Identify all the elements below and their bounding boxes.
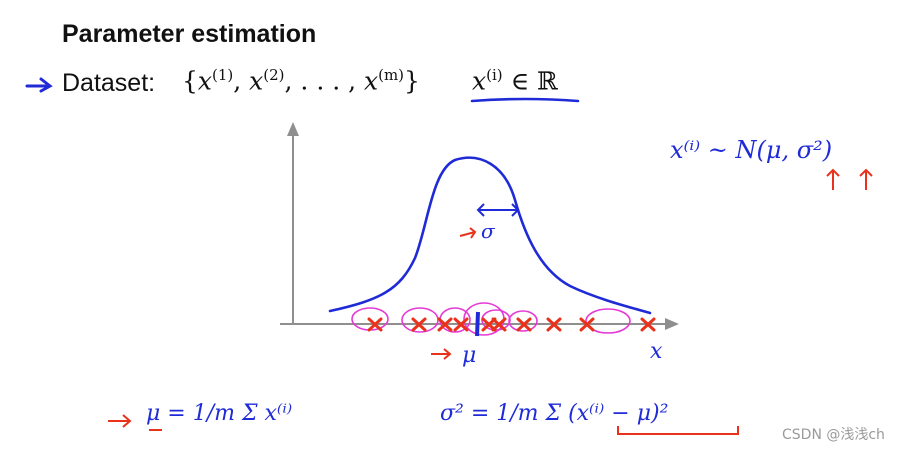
- dataset-set: {x(1), x(2), . . . , x(m)}: [182, 66, 420, 96]
- mu-formula: μ = 1/m Σ x⁽ⁱ⁾: [146, 401, 292, 426]
- data-points: [367, 317, 656, 332]
- x-axis-label: x: [650, 339, 663, 364]
- sigma-formula-underline: [617, 426, 739, 435]
- set-sup-2: (2): [263, 66, 285, 84]
- membership-underline: [470, 97, 580, 103]
- set-sup-m: (m): [378, 66, 405, 84]
- sigma-marker: σ: [481, 219, 496, 243]
- gaussian-curve: [328, 156, 652, 315]
- mu-pointer-arrow: [431, 348, 452, 360]
- mu-formula-arrow: [108, 414, 132, 428]
- data-point: [516, 317, 532, 332]
- data-point: [640, 317, 656, 332]
- data-point: [437, 317, 453, 332]
- watermark: CSDN @浅浅ch: [782, 427, 885, 443]
- set-x2: x: [249, 66, 264, 96]
- sigma-pointer-arrow: [459, 227, 477, 239]
- membership-x: x: [472, 66, 487, 96]
- y-axis-arrowhead: [287, 122, 299, 136]
- data-point-circles: [351, 302, 631, 336]
- membership-formula: x(i) ∈ ℝ: [472, 66, 558, 95]
- data-point: [453, 317, 469, 332]
- data-point: [579, 317, 595, 332]
- membership-sup: (i): [486, 66, 503, 84]
- x-axis-arrowhead: [665, 318, 679, 330]
- data-point: [411, 317, 427, 332]
- membership-relation: ∈ ℝ: [502, 66, 558, 96]
- set-close-brace: }: [404, 66, 420, 96]
- arrow-icon: [25, 77, 53, 93]
- sigma-width-arrow: [476, 203, 520, 217]
- set-xm: x: [364, 66, 379, 96]
- parameter-arrows: [826, 168, 873, 190]
- set-open-brace: {: [182, 66, 198, 96]
- data-point: [491, 317, 507, 332]
- slide-title: Parameter estimation: [62, 20, 317, 48]
- set-ellipsis: , . . . ,: [284, 66, 364, 96]
- sigma-formula: σ² = 1/m Σ (x⁽ⁱ⁾ − μ)²: [440, 401, 668, 426]
- dataset-label: Dataset:: [62, 69, 156, 97]
- axes: [280, 122, 679, 330]
- mu-marker: μ: [462, 343, 476, 368]
- data-point: [367, 317, 383, 332]
- mean-mark: [475, 311, 480, 337]
- data-point: [546, 317, 562, 332]
- set-sup-1: (1): [212, 66, 234, 84]
- distribution-annotation: x⁽ⁱ⁾ ~ N(μ, σ²): [670, 136, 832, 164]
- set-x1: x: [197, 66, 213, 96]
